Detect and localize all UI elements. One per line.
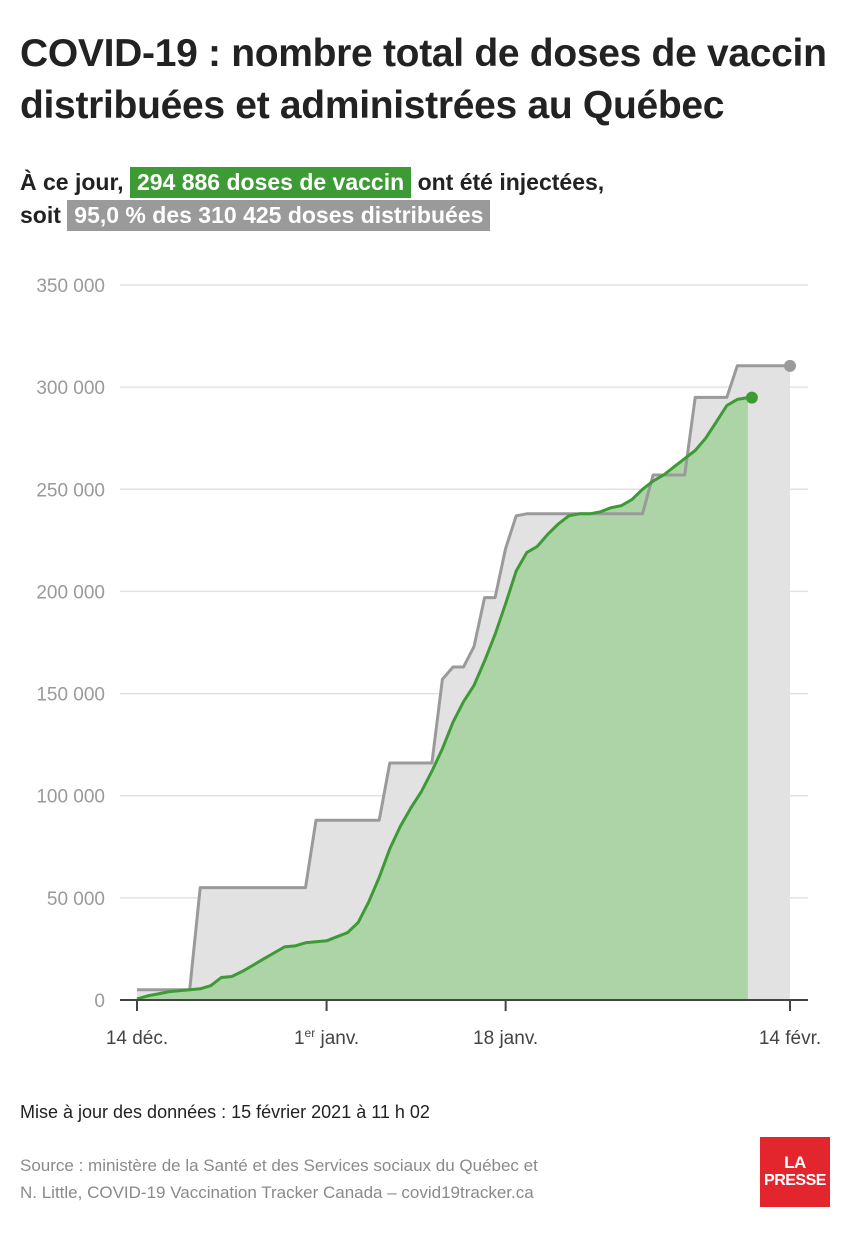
x-tick-label: 18 janv. [473,1028,538,1049]
x-tick-label: 14 févr. [759,1028,821,1049]
summary-soit: soit [20,202,61,228]
y-tick-label: 50 000 [47,889,105,910]
source-note: Source : ministère de la Santé et des Se… [20,1152,740,1206]
summary-prefix: À ce jour, [20,169,124,195]
y-tick-label: 200 000 [36,582,105,603]
administered-highlight: 294 886 doses de vaccin [129,167,412,198]
summary-middle: ont été injectées, [417,169,605,195]
y-tick-label: 150 000 [36,685,105,706]
administered-endpoint [745,391,758,404]
vaccine-area-chart: 0 50 000 100 000 150 000 200 000 250 000 300 0… [36,276,821,1049]
administered-area [137,397,748,1001]
distributed-line [137,364,790,992]
logo-line-1: LA [784,1153,806,1172]
x-tick-label: 1er janv. [294,1026,359,1049]
y-tick-label: 0 [94,991,105,1012]
y-tick-label: 250 000 [36,480,105,501]
summary-line-2: soit 95,0 % des 310 425 doses distribuée… [20,199,835,232]
summary: À ce jour, 294 886 doses de vaccin ont é… [20,166,835,232]
source-line-1: Source : ministère de la Santé et des Se… [20,1156,538,1175]
y-tick-label: 100 000 [36,787,105,808]
chart-title: COVID-19 : nombre total de doses de vacc… [20,32,827,127]
logo-line-2: PRESSE [764,1172,826,1189]
la-presse-logo: LA PRESSE [760,1137,830,1207]
update-note: Mise à jour des données : 15 février 202… [20,1102,430,1122]
y-tick-label: 300 000 [36,378,105,399]
distributed-highlight: 95,0 % des 310 425 doses distribuées [67,200,491,231]
x-tick-label: 14 déc. [106,1028,168,1049]
summary-line-1: À ce jour, 294 886 doses de vaccin ont é… [20,166,835,199]
distributed-endpoint [784,359,796,372]
y-tick-label: 350 000 [36,276,105,297]
source-line-2: N. Little, COVID-19 Vaccination Tracker … [20,1183,534,1202]
administered-line [136,396,749,1001]
